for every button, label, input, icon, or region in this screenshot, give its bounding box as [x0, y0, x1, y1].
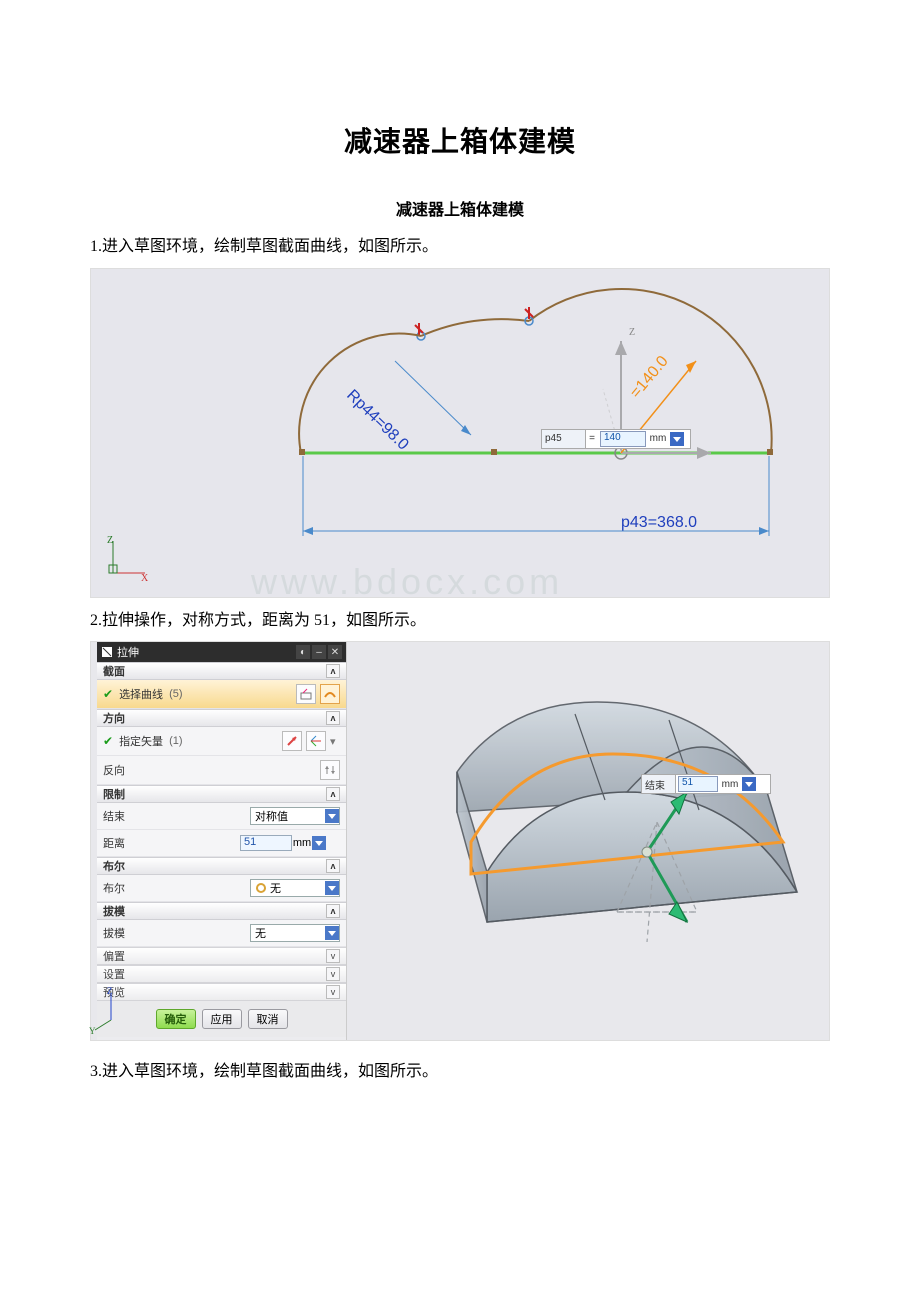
vp-end-label: 结束	[642, 775, 676, 793]
watermark: www.bdocx.com	[251, 561, 563, 603]
figure-extrude: Y Z 拉伸 ◐ – ✕ 截面 ʌ ✔ 选择曲线 (5)	[90, 641, 830, 1041]
minimize-icon[interactable]: –	[312, 645, 326, 659]
check-icon: ✔	[103, 687, 113, 701]
end-combo[interactable]: 对称值	[250, 807, 340, 825]
dialog-icon	[101, 646, 113, 658]
dialog-buttons: 确定 应用 取消	[97, 1001, 346, 1037]
step-3-text: 3.进入草图环境，绘制草图截面曲线，如图所示。	[90, 1059, 830, 1085]
apply-button[interactable]: 应用	[202, 1009, 242, 1029]
param-input[interactable]: p45 = 140 mm	[541, 429, 691, 449]
chevron-up-icon: ʌ	[326, 711, 340, 725]
param-unit: mm	[648, 433, 668, 444]
viewport-end-input[interactable]: 结束 51 mm	[641, 774, 771, 794]
chevron-down-icon: v	[326, 985, 340, 999]
section-boolean-header[interactable]: 布尔 ʌ	[97, 857, 346, 875]
dropdown-icon[interactable]	[742, 777, 756, 791]
chevron-down-icon: v	[326, 967, 340, 981]
dropdown-icon[interactable]	[325, 809, 339, 823]
specify-vector-row[interactable]: ✔ 指定矢量 (1) ▾	[97, 727, 346, 756]
dim-length: p43=368.0	[621, 514, 697, 531]
curve-icon[interactable]	[320, 684, 340, 704]
svg-text:Z: Z	[629, 327, 635, 338]
chevron-down-icon: v	[326, 949, 340, 963]
select-curve-row[interactable]: ✔ 选择曲线 (5)	[97, 680, 346, 709]
section-offset[interactable]: 偏置 v	[97, 947, 346, 965]
dialog-titlebar: 拉伸 ◐ – ✕	[97, 642, 346, 662]
vp-end-unit: mm	[720, 779, 740, 790]
section-direction-header[interactable]: 方向 ʌ	[97, 709, 346, 727]
chevron-up-icon: ʌ	[326, 904, 340, 918]
check-icon: ✔	[103, 734, 113, 748]
dropdown-icon[interactable]	[325, 926, 339, 940]
end-row: 结束 对称值	[97, 803, 346, 830]
chevron-up-icon: ʌ	[326, 664, 340, 678]
close-icon[interactable]: ✕	[328, 645, 342, 659]
chevron-up-icon: ʌ	[326, 859, 340, 873]
draft-row: 拔模 无	[97, 920, 346, 947]
section-settings[interactable]: 设置 v	[97, 965, 346, 983]
dropdown-icon[interactable]: ▾	[330, 735, 340, 748]
vector-menu-icon[interactable]	[306, 731, 326, 751]
step-1-text: 1.进入草图环境，绘制草图截面曲线，如图所示。	[90, 234, 830, 260]
dim-r1: Rp44=98.0	[343, 386, 412, 453]
chevron-up-icon: ʌ	[326, 787, 340, 801]
boolean-combo[interactable]: 无	[250, 879, 340, 897]
page-title: 减速器上箱体建模	[90, 120, 830, 160]
reverse-icon[interactable]	[320, 760, 340, 780]
step-2-text: 2.拉伸操作，对称方式，距离为 51，如图所示。	[90, 608, 830, 634]
page-subtitle: 减速器上箱体建模	[90, 196, 830, 220]
sketch-svg: p43=368.0	[171, 281, 811, 581]
pin-icon[interactable]: ◐	[296, 645, 310, 659]
boolean-row: 布尔 无	[97, 875, 346, 902]
dim-r2: =140.0	[627, 352, 672, 401]
param-value[interactable]: 140	[600, 431, 646, 447]
dialog-title: 拉伸	[117, 644, 139, 660]
svg-text:X: X	[141, 573, 149, 583]
svg-text:Z: Z	[107, 986, 113, 996]
svg-text:Z: Z	[107, 535, 113, 546]
section-draft-header[interactable]: 拔模 ʌ	[97, 902, 346, 920]
viewport-axis: Y Z	[87, 986, 127, 1034]
vector-icon[interactable]	[282, 731, 302, 751]
distance-input[interactable]: 51 mm	[240, 834, 340, 852]
vp-end-value[interactable]: 51	[678, 776, 718, 792]
none-icon	[255, 882, 267, 894]
axis-indicator: Z X	[103, 535, 151, 583]
param-name: p45	[542, 430, 586, 448]
section-curve-header[interactable]: 截面 ʌ	[97, 662, 346, 680]
reverse-row[interactable]: 反向	[97, 756, 346, 785]
ok-button[interactable]: 确定	[156, 1009, 196, 1029]
draft-combo[interactable]: 无	[250, 924, 340, 942]
extrude-viewport[interactable]: 结束 51 mm	[347, 642, 829, 1040]
section-limits-header[interactable]: 限制 ʌ	[97, 785, 346, 803]
extrude-dialog: 拉伸 ◐ – ✕ 截面 ʌ ✔ 选择曲线 (5)	[97, 642, 347, 1040]
dropdown-icon[interactable]	[325, 881, 339, 895]
distance-row: 距离 51 mm	[97, 830, 346, 857]
sketch-icon[interactable]	[296, 684, 316, 704]
svg-text:Y: Y	[89, 1026, 96, 1034]
dropdown-icon[interactable]	[312, 836, 326, 850]
dropdown-icon[interactable]	[670, 432, 684, 446]
figure-sketch: p43=368.0	[90, 268, 830, 598]
cancel-button[interactable]: 取消	[248, 1009, 288, 1029]
section-preview[interactable]: 预览 v	[97, 983, 346, 1001]
